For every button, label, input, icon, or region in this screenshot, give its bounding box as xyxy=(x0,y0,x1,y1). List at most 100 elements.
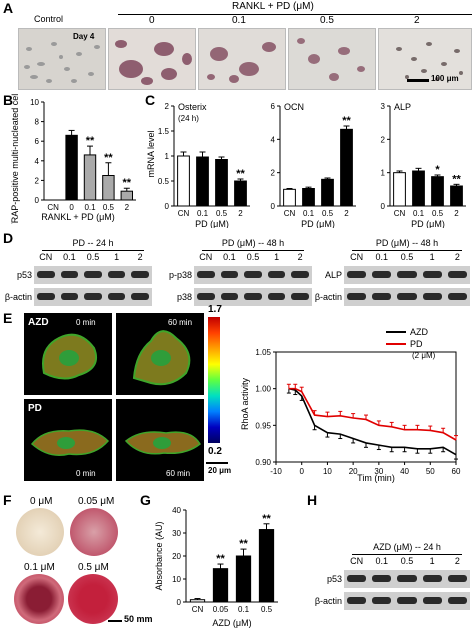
blot-h-band xyxy=(347,597,367,604)
colorbar xyxy=(208,317,220,443)
category-label: 2 xyxy=(238,209,243,218)
blot-h-lane-label: 2 xyxy=(454,556,460,566)
chart-e-ylabel: RhoA activity xyxy=(240,377,250,430)
y-tick-label: 20 xyxy=(172,552,181,561)
blot-d1-band xyxy=(131,271,149,278)
blot-h-band xyxy=(372,597,392,604)
blot-d2-band xyxy=(220,293,239,300)
chart-g: Absorbance (AU) AZD (μM) 0 10 20 30 40 CN ** 0.… xyxy=(154,506,278,628)
blot-h-band xyxy=(447,597,467,604)
category-label: 0.5 xyxy=(216,209,228,218)
cell-azd-0 xyxy=(42,333,98,380)
y-tick-label: 8 xyxy=(35,118,40,127)
fluor-pd-0: PD 0 min xyxy=(24,399,112,481)
significance-mark: ** xyxy=(216,553,225,565)
x-tick-label: -10 xyxy=(270,467,282,476)
micrograph-control-cells xyxy=(24,42,100,83)
y-tick-label: 10 xyxy=(30,98,39,107)
blot-d2-header-line xyxy=(202,250,304,251)
blot-d1-lane-label: 0.5 xyxy=(86,252,100,262)
y-tick-label: 4 xyxy=(271,135,276,144)
panel-b-letter: B xyxy=(3,92,14,108)
panel-e-scale-bar xyxy=(206,462,228,464)
category-label: 0.1 xyxy=(413,209,425,218)
micrograph-control: Day 4 xyxy=(18,28,106,90)
blot-d3-band xyxy=(347,293,367,300)
category-label: 2 xyxy=(454,209,459,218)
y-tick-label: 0.95 xyxy=(255,421,271,430)
category-label: 0.5 xyxy=(432,209,444,218)
category-label: CN xyxy=(192,605,204,614)
blot-d3-lane-label: 0.1 xyxy=(375,252,389,262)
blot-d3-header: PD (μM) -- 48 h xyxy=(375,238,439,248)
well-0 xyxy=(16,508,64,556)
panel-f-letter: F xyxy=(3,492,12,508)
panel-f-label-1: 0.05 μM xyxy=(78,496,115,507)
blot-d1-band xyxy=(84,271,102,278)
x-tick-label: 40 xyxy=(400,467,409,476)
blot-d2-band xyxy=(267,271,286,278)
chart-b-marks: 0 2 4 6 8 10 CN 0 ** 0.1 ** 0.5 ** 2 xyxy=(30,98,136,212)
series-line-pd xyxy=(288,387,457,441)
fluor-pd-0-time: 0 min xyxy=(76,469,96,478)
colorbar-min: 0.2 xyxy=(208,446,222,457)
blot-d3-row-label: β-actin xyxy=(314,292,342,302)
x-tick-label: 60 xyxy=(452,467,461,476)
significance-mark: ** xyxy=(342,115,351,127)
y-tick-label: 1 xyxy=(165,152,170,161)
subplot-xlabel: PD (μM) xyxy=(195,219,229,228)
fluor-pd-60-time: 60 min xyxy=(166,469,191,478)
micrograph-2: 100 μm xyxy=(378,28,472,90)
chart-b: TRAP-positive multi-nucleated cells 0 2 4 6… xyxy=(10,94,136,224)
bar xyxy=(177,155,190,207)
bar xyxy=(283,188,296,207)
category-label: CN xyxy=(47,203,59,212)
panel-a-conc-1: 0.1 xyxy=(232,15,246,26)
category-label: 0.1 xyxy=(197,209,209,218)
blot-d3-row-label: ALP xyxy=(324,270,342,280)
blot-d1-lane-label: 0.1 xyxy=(63,252,76,262)
blot-d3-lane-label: 0.5 xyxy=(400,252,414,262)
well-0-05 xyxy=(70,508,118,556)
y-tick-label: 1.00 xyxy=(255,385,271,394)
subplot-subtitle: (24 h) xyxy=(178,114,199,123)
y-tick-label: 0 xyxy=(271,202,276,211)
y-tick-label: 1.05 xyxy=(255,348,271,357)
chart-c-subplot-osterix: 0 0.5 1 1.5 2 CN 0.1 0.5 ** 2 Osterix (24 h) PD (μM) xyxy=(158,102,250,228)
category-label: 0.5 xyxy=(103,203,115,212)
chart-c-subplot-ocn: 0 2 4 6 CN 0.1 0.5 ** 2 OCN PD (μM) xyxy=(271,102,356,228)
chart-c-ylabel: mRNA level xyxy=(146,130,156,177)
blot-d2-lane-label: 2 xyxy=(297,252,303,262)
y-tick-label: 2 xyxy=(35,176,40,185)
panel-e-scale-label: 20 μm xyxy=(208,466,232,475)
y-tick-label: 1.5 xyxy=(158,127,170,136)
category-label: 0.1 xyxy=(84,203,96,212)
chart-c-marks: 0 0.5 1 1.5 2 CN 0.1 0.5 ** 2 Osterix (24 h) PD (μM)… xyxy=(158,102,466,228)
blot-d1-row-label: β-actin xyxy=(4,292,32,302)
cell-azd-60 xyxy=(132,330,191,386)
bar xyxy=(302,188,315,207)
well-0-5 xyxy=(68,574,118,624)
blot-d2-lane-label: CN xyxy=(199,252,213,262)
category-label: CN xyxy=(284,209,296,218)
blot-d1-band xyxy=(37,293,55,300)
blot-d1-band xyxy=(60,271,79,278)
panel-c-letter: C xyxy=(145,92,156,108)
blot-d3-header-line xyxy=(352,250,462,251)
panel-f-scale-label: 50 mm xyxy=(124,614,153,624)
y-tick-label: 0 xyxy=(165,202,170,211)
significance-mark: ** xyxy=(104,152,113,164)
chart-g-xlabel: AZD (μM) xyxy=(212,618,251,628)
blot-h-row-label: p53 xyxy=(326,574,342,584)
y-tick-label: 2 xyxy=(271,169,276,178)
blot-d3-lane-label: 1 xyxy=(429,252,435,262)
bar xyxy=(215,159,228,207)
blot-d3-lane-label: CN xyxy=(350,252,364,262)
significance-mark: * xyxy=(435,164,440,176)
panel-a-header: RANKL + PD (μM) xyxy=(232,1,314,12)
blot-d1-header: PD -- 24 h xyxy=(72,238,114,248)
y-tick-label: 3 xyxy=(381,102,386,111)
significance-mark: ** xyxy=(239,538,248,550)
significance-mark: ** xyxy=(123,177,132,189)
blot-h-lane-label: CN xyxy=(350,556,364,566)
